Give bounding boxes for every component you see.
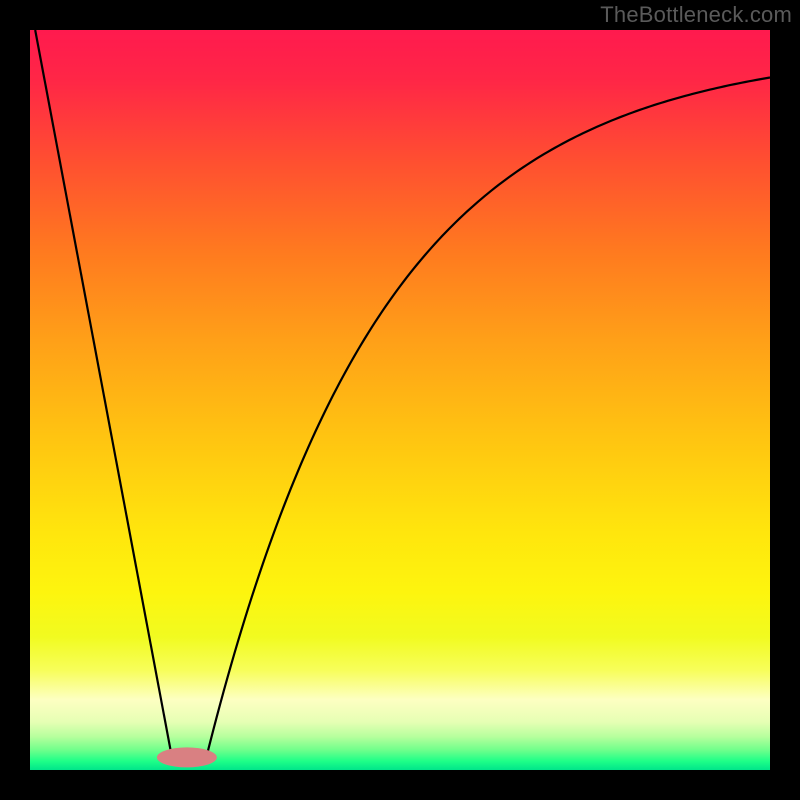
stage: TheBottleneck.com: [0, 0, 800, 800]
chart-svg: [0, 0, 800, 800]
plot-background: [30, 30, 770, 770]
min-marker: [157, 747, 217, 767]
watermark-text: TheBottleneck.com: [600, 2, 792, 28]
